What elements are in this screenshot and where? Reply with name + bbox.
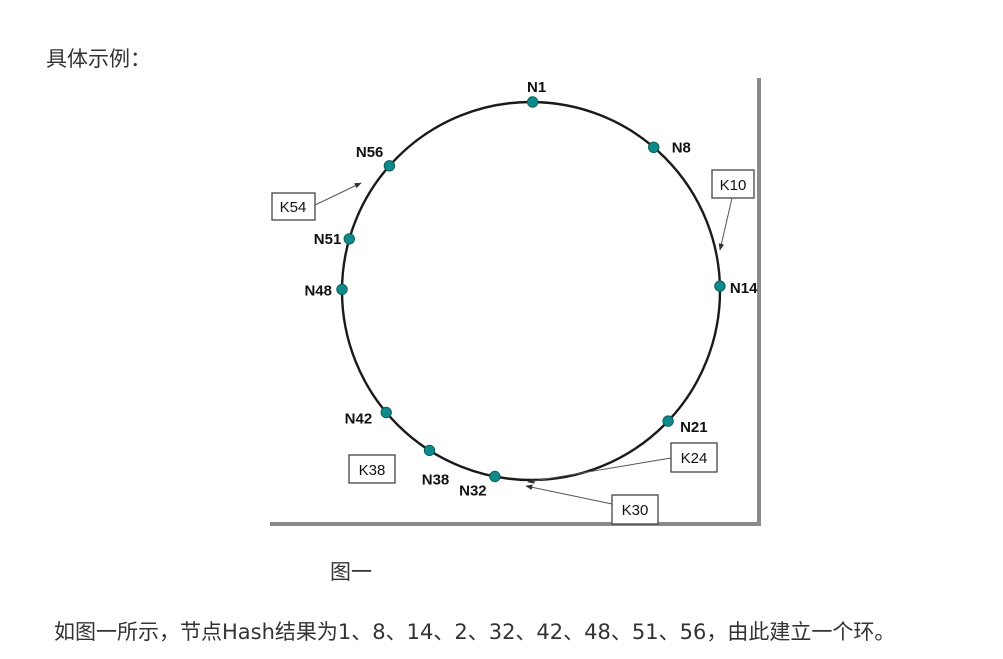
ring-node-dot-n32 [489,470,501,483]
key-k54-label: K54 [280,199,307,216]
key-k38-label: K38 [359,462,386,479]
ring-node-label-n21: N21 [680,419,708,436]
ring-node-dot-n56 [383,160,396,172]
key-k24-box [670,442,718,473]
ring-node-n56: N56 [356,144,396,172]
ring-node-label-n1: N1 [527,79,546,96]
arrow-k54-to-n56 [314,182,362,206]
ring-node-n8: N8 [648,139,691,156]
key-k10-label: K10 [720,177,747,194]
ring-node-label-n32: N32 [459,483,487,500]
ring-node-dot-n51 [343,233,356,245]
figure-caption: 图一 [330,560,372,584]
arrow-k24-to-n32 [527,457,672,484]
ring-node-n1: N1 [526,79,546,108]
ring-node-label-n56: N56 [356,144,384,161]
ring-node-dot-n8 [648,141,660,154]
ring-node-n48: N48 [304,282,348,299]
ring-node-label-n14: N14 [730,280,758,297]
ring-node-dot-n14 [714,280,726,292]
ring-node-n14: N14 [714,280,758,297]
key-k10-box [711,169,755,199]
key-k10: K10 [711,169,755,199]
ring-node-dot-n38 [423,444,436,457]
ring-node-n32: N32 [459,470,501,500]
key-k24-label: K24 [681,450,708,467]
ring-nodes: N1 N8 N14 N21 N32 N38 N42 N48 N51 N56 [304,79,758,500]
ring-node-n51: N51 [314,231,356,248]
ring-node-n21: N21 [662,415,708,436]
intro-text: 具体示例： [46,47,151,71]
ring-node-dot-n1 [526,96,539,108]
ring-node-label-n48: N48 [304,282,332,299]
arrow-k10-to-n14 [718,197,733,251]
ring-node-label-n8: N8 [672,139,691,156]
ring-node-n42: N42 [345,406,392,428]
ring-node-n38: N38 [422,444,450,488]
key-k30-box [611,494,659,525]
ring-node-label-n38: N38 [422,471,450,488]
key-k38: K38 [348,454,396,484]
key-k30-label: K30 [622,502,649,519]
ring-node-dot-n42 [380,406,392,419]
key-k54: K54 [271,192,316,221]
key-k54-box [271,192,316,221]
ring-node-dot-n21 [662,415,674,427]
key-k38-box [348,454,396,484]
hash-ring-figure: K10 K24 K30 K38 K54 N1 N8 N14 N21 N32 N [262,72,768,532]
key-k30: K30 [611,494,659,525]
arrow-k30-to-n32 [525,484,613,505]
ring-node-dot-n48 [336,283,348,296]
ring-node-label-n42: N42 [345,411,373,428]
description-paragraph: 如图一所示，节点Hash结果为1、8、14、2、32、42、48、51、56，由… [54,620,896,644]
ring-node-label-n51: N51 [314,231,342,248]
key-k24: K24 [670,442,718,473]
